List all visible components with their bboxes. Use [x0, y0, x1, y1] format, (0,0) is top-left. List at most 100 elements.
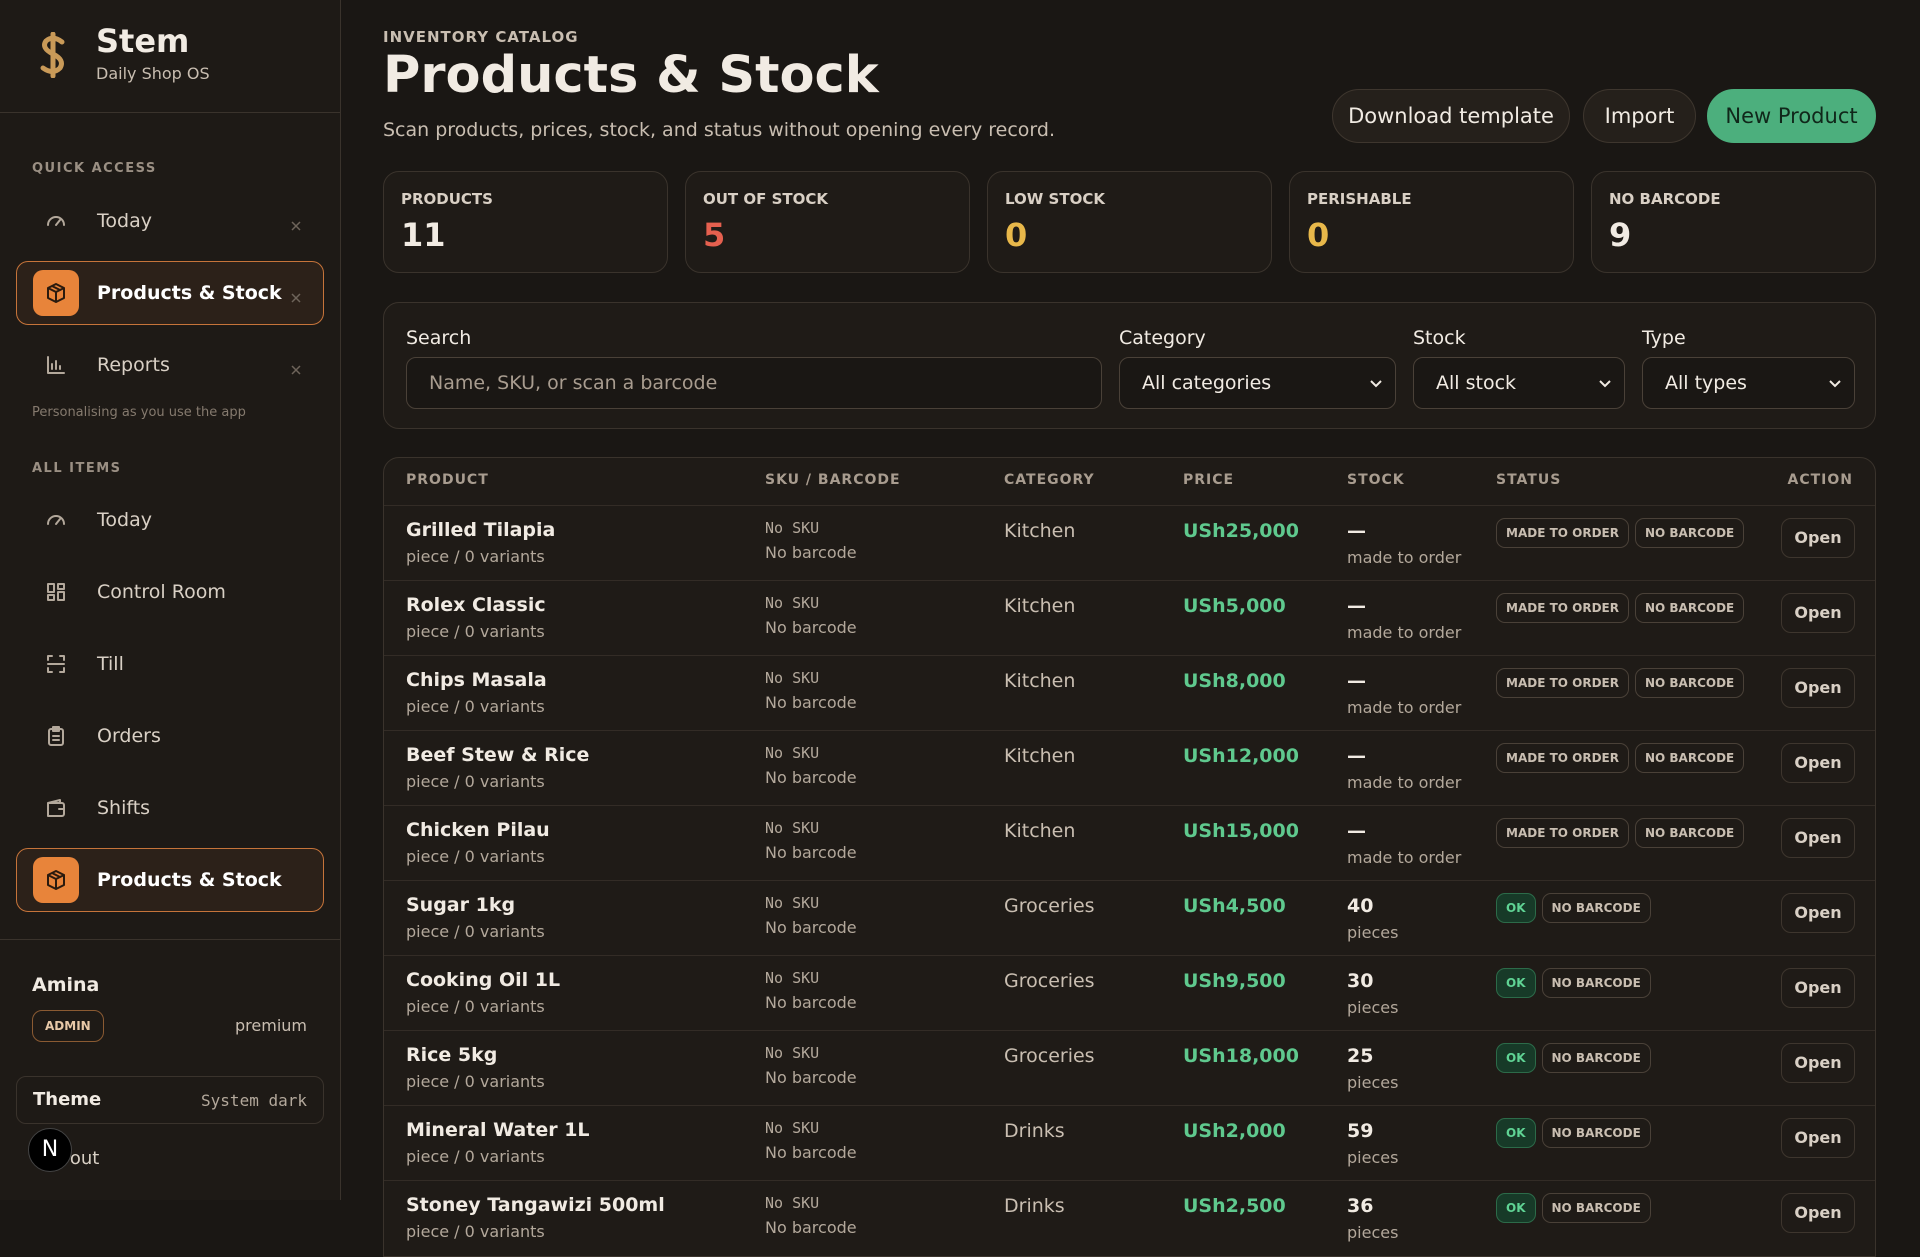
open-button[interactable]: Open	[1781, 518, 1855, 558]
section-label: QUICK ACCESS	[32, 161, 157, 176]
badges: OK NO BARCODE	[1496, 1043, 1657, 1073]
search-input[interactable]: Name, SKU, or scan a barcode	[406, 357, 1102, 409]
table-row: Rice 5kg piece / 0 variants No SKU No barco…	[384, 1030, 1875, 1106]
stock-note: pieces	[1347, 923, 1399, 942]
badges: MADE TO ORDER NO BARCODE	[1496, 668, 1750, 698]
product-meta: piece / 0 variants	[406, 1222, 545, 1241]
category-select[interactable]: All categories	[1119, 357, 1396, 409]
category: Kitchen	[1004, 670, 1076, 692]
icon	[47, 655, 65, 673]
brand-logo	[40, 32, 65, 78]
header-button[interactable]: Import	[1583, 89, 1696, 143]
stock-note: made to order	[1347, 698, 1462, 717]
barcode: No barcode	[765, 918, 857, 937]
status-badge: MADE TO ORDER	[1496, 818, 1629, 848]
nav-item[interactable]: Control Room	[16, 560, 324, 624]
status-badge: NO BARCODE	[1541, 893, 1651, 923]
badges: OK NO BARCODE	[1496, 1118, 1657, 1148]
product-meta: piece / 0 variants	[406, 922, 545, 941]
nav-label: Shifts	[97, 797, 151, 819]
status-badge: NO BARCODE	[1541, 1118, 1651, 1148]
product-name: Mineral Water 1L	[406, 1119, 590, 1141]
nav-item[interactable]: Today	[16, 488, 324, 552]
icon	[47, 799, 65, 817]
status-badge: NO BARCODE	[1541, 968, 1651, 998]
product-meta: piece / 0 variants	[406, 697, 545, 716]
category: Kitchen	[1004, 595, 1076, 617]
filter-label: Stock	[1413, 327, 1466, 349]
price: USh18,000	[1183, 1045, 1299, 1067]
sku: No SKU	[765, 1194, 820, 1212]
product-meta: piece / 0 variants	[406, 1072, 545, 1091]
nav-item[interactable]: Today	[16, 189, 324, 253]
theme-toggle[interactable]: Theme System dark	[16, 1076, 324, 1124]
table-row: Chicken Pilau piece / 0 variants No SKU No …	[384, 805, 1875, 881]
open-button[interactable]: Open	[1781, 1193, 1855, 1233]
open-button[interactable]: Open	[1781, 593, 1855, 633]
nav-icon	[33, 198, 79, 244]
theme-label: Theme	[33, 1089, 102, 1110]
nav-item[interactable]: Till	[16, 632, 324, 696]
close-icon	[291, 365, 301, 375]
nav-icon	[33, 270, 79, 316]
brand-title: Stem	[96, 22, 190, 60]
nav-icon	[33, 569, 79, 615]
barcode: No barcode	[765, 768, 857, 787]
product-meta: piece / 0 variants	[406, 622, 545, 641]
stat-label: NO BARCODE	[1609, 190, 1721, 208]
stock: —	[1347, 670, 1366, 692]
page: Products & Stock {"sidebar":{"brand":{"t…	[0, 0, 1876, 1257]
stock-note: pieces	[1347, 1148, 1399, 1167]
icon	[47, 515, 65, 525]
table-row: Chips Masala piece / 0 variants No SKU No b…	[384, 655, 1875, 731]
nav-item[interactable]: Orders	[16, 704, 324, 768]
header-button[interactable]: Download template	[1332, 89, 1570, 143]
stock-note: made to order	[1347, 848, 1462, 867]
close[interactable]	[291, 288, 301, 307]
stock-select[interactable]: All stock	[1413, 357, 1625, 409]
product-name: Cooking Oil 1L	[406, 969, 561, 991]
price: USh9,500	[1183, 970, 1286, 992]
dev-badge[interactable]: N	[28, 1128, 72, 1172]
open-button[interactable]: Open	[1781, 743, 1855, 783]
stock-note: made to order	[1347, 773, 1462, 792]
open-button[interactable]: Open	[1781, 818, 1855, 858]
icon	[47, 283, 65, 303]
open-button[interactable]: Open	[1781, 1043, 1855, 1083]
open-button[interactable]: Open	[1781, 968, 1855, 1008]
category: Groceries	[1004, 1045, 1095, 1067]
stat-label: OUT OF STOCK	[703, 190, 829, 208]
product-meta: piece / 0 variants	[406, 1147, 545, 1166]
badges: MADE TO ORDER NO BARCODE	[1496, 518, 1750, 548]
barcode: No barcode	[765, 693, 857, 712]
divider	[0, 939, 340, 940]
chevron	[1829, 380, 1841, 388]
header-button[interactable]: New Product	[1707, 89, 1876, 143]
open-button[interactable]: Open	[1781, 668, 1855, 708]
column-header: CATEGORY	[1004, 472, 1095, 488]
category: Kitchen	[1004, 520, 1076, 542]
barcode: No barcode	[765, 1218, 857, 1237]
type-select[interactable]: All types	[1642, 357, 1855, 409]
open-button[interactable]: Open	[1781, 893, 1855, 933]
product-name: Sugar 1kg	[406, 894, 516, 916]
product-name: Beef Stew & Rice	[406, 744, 590, 766]
close[interactable]	[291, 360, 301, 379]
status-badge: NO BARCODE	[1634, 818, 1745, 848]
page-subtitle: Scan products, prices, stock, and status…	[383, 119, 1056, 141]
category: Kitchen	[1004, 820, 1076, 842]
nav-icon	[33, 342, 79, 388]
price: USh25,000	[1183, 520, 1299, 542]
stat-card: OUT OF STOCK 5	[685, 171, 970, 273]
nav-item[interactable]: Products & Stock	[16, 848, 324, 912]
nav-item[interactable]: Reports	[16, 333, 324, 397]
price: USh2,500	[1183, 1195, 1286, 1217]
stat-value: 0	[1005, 216, 1028, 254]
status-badge: MADE TO ORDER	[1496, 518, 1629, 548]
nav-item[interactable]: Shifts	[16, 776, 324, 840]
open-button[interactable]: Open	[1781, 1118, 1855, 1158]
close[interactable]	[291, 216, 301, 235]
nav-item[interactable]: Products & Stock	[16, 261, 324, 325]
nav-icon	[33, 497, 79, 543]
product-meta: piece / 0 variants	[406, 772, 545, 791]
